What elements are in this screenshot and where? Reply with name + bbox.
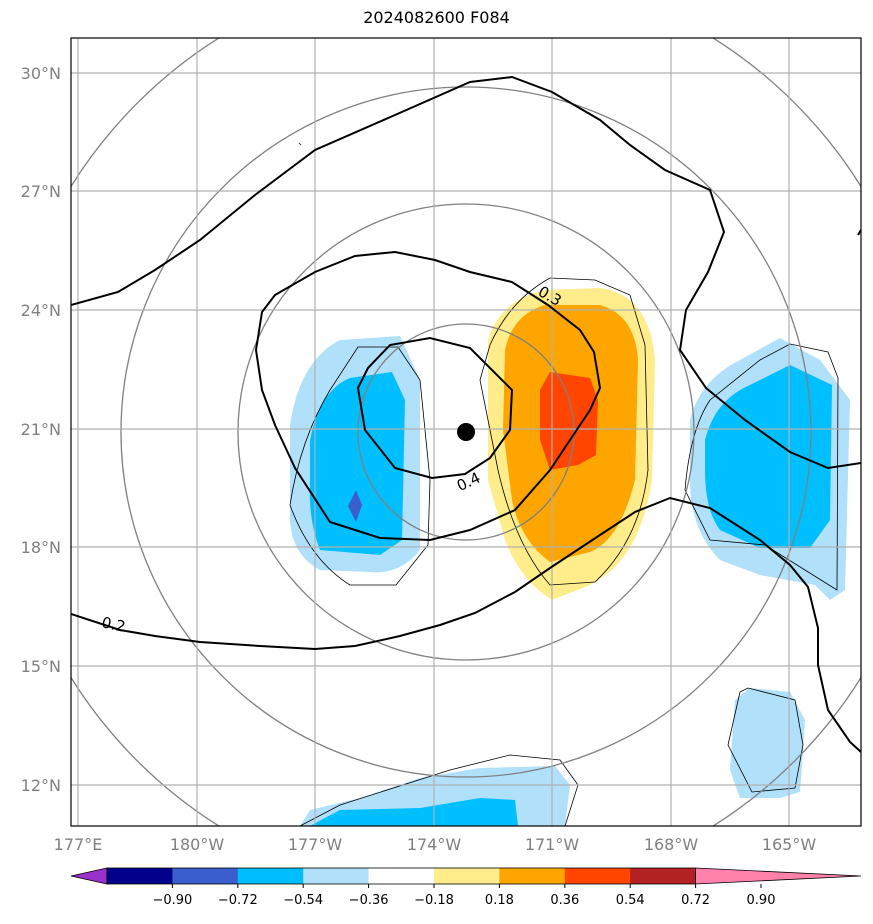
storm-center-marker <box>457 423 475 441</box>
map-plot-area: 0.3 0.4 0.2 <box>71 38 861 826</box>
thick-contours <box>71 75 861 753</box>
field-blue-east <box>705 365 832 548</box>
lon-label-168w: 168°W <box>644 835 699 854</box>
lon-label-165w: 165°W <box>762 835 817 854</box>
lat-label-15n: 15°N <box>21 657 61 676</box>
colorbar-cell <box>434 868 500 884</box>
range-ring-2 <box>237 203 695 661</box>
lat-label-27n: 27°N <box>21 182 61 201</box>
longitude-labels: 177°E 180°W 177°W 174°W 171°W 168°W 165°… <box>54 835 817 854</box>
colorbar-extend-high <box>695 867 862 885</box>
shaded-field-south <box>300 766 570 826</box>
lat-label-21n: 21°N <box>21 420 61 439</box>
colorbar-outline <box>106 867 696 885</box>
colorbar-tick-label: −0.54 <box>283 893 323 908</box>
colorbar-cell <box>172 868 239 884</box>
lon-label-180w: 180°W <box>170 835 225 854</box>
colorbar-cell <box>303 868 370 884</box>
colorbar: −0.90 −0.72 −0.54 −0.36 −0.18 0.18 0.36 0.54 0.7… <box>70 867 862 908</box>
lon-label-174w: 174°W <box>407 835 462 854</box>
thin-contour-center <box>479 277 649 586</box>
colorbar-cells <box>70 867 862 885</box>
colorbar-cell <box>630 868 697 884</box>
lon-label-177w: 177°W <box>288 835 343 854</box>
thin-contour-se <box>727 687 804 793</box>
colorbar-cell <box>107 868 173 884</box>
range-ring-3 <box>120 86 812 778</box>
lon-label-177e: 177°E <box>54 835 103 854</box>
colorbar-extend-low <box>70 867 108 885</box>
shaded-field-east <box>690 338 850 600</box>
map-frame <box>70 37 862 827</box>
colorbar-ticks: −0.90 −0.72 −0.54 −0.36 −0.18 0.18 0.36 0.54 0.7… <box>152 884 775 908</box>
thin-contour-dot <box>298 142 302 146</box>
field-blue-s <box>310 798 518 826</box>
contour-0.2 <box>71 496 861 753</box>
lon-label-171w: 171°W <box>525 835 580 854</box>
lat-label-18n: 18°N <box>21 538 61 557</box>
latitude-labels: 30°N 27°N 24°N 21°N 18°N 15°N 12°N <box>21 64 61 795</box>
field-blue <box>309 372 405 555</box>
colorbar-tick-label: −0.72 <box>218 893 258 908</box>
colorbar-cell <box>368 868 435 884</box>
thin-contour-west <box>289 346 431 586</box>
lat-label-24n: 24°N <box>21 301 61 320</box>
contour-label-0.4: 0.4 <box>454 469 483 495</box>
field-red-orange <box>540 372 598 470</box>
colorbar-tick-label: 0.72 <box>681 893 710 908</box>
field-light-blue-se <box>730 688 805 798</box>
contour-0.3 <box>254 250 602 542</box>
colorbar-tick-label: 0.18 <box>485 893 514 908</box>
thin-contour-east <box>684 343 839 591</box>
range-rings <box>71 38 861 826</box>
colorbar-tick-label: −0.18 <box>414 893 454 908</box>
shaded-field-center <box>488 288 655 600</box>
lat-label-30n: 30°N <box>21 64 61 83</box>
colorbar-tick-label: 0.90 <box>747 893 776 908</box>
contour-0.4 <box>356 336 514 480</box>
colorbar-cell <box>499 868 566 884</box>
contour-outer <box>71 75 861 470</box>
shaded-field-southeast <box>730 688 805 798</box>
colorbar-tick-label: −0.36 <box>349 893 389 908</box>
contour-label-0.2: 0.2 <box>100 613 127 636</box>
range-ring-1 <box>357 323 575 541</box>
shaded-field-west <box>290 336 420 573</box>
colorbar-tick-label: −0.90 <box>152 893 192 908</box>
colorbar-tick-label: 0.54 <box>616 893 645 908</box>
field-royal-blue <box>348 490 362 522</box>
colorbar-tick-label: 0.36 <box>550 893 579 908</box>
colorbar-cell <box>564 868 631 884</box>
colorbar-cell <box>237 868 304 884</box>
map-title: 2024082600 F084 <box>363 8 510 27</box>
lat-label-12n: 12°N <box>21 776 61 795</box>
